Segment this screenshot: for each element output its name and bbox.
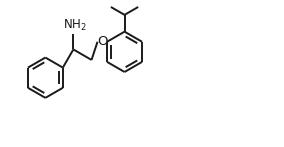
Text: O: O <box>97 35 107 48</box>
Text: NH$_2$: NH$_2$ <box>63 18 87 33</box>
